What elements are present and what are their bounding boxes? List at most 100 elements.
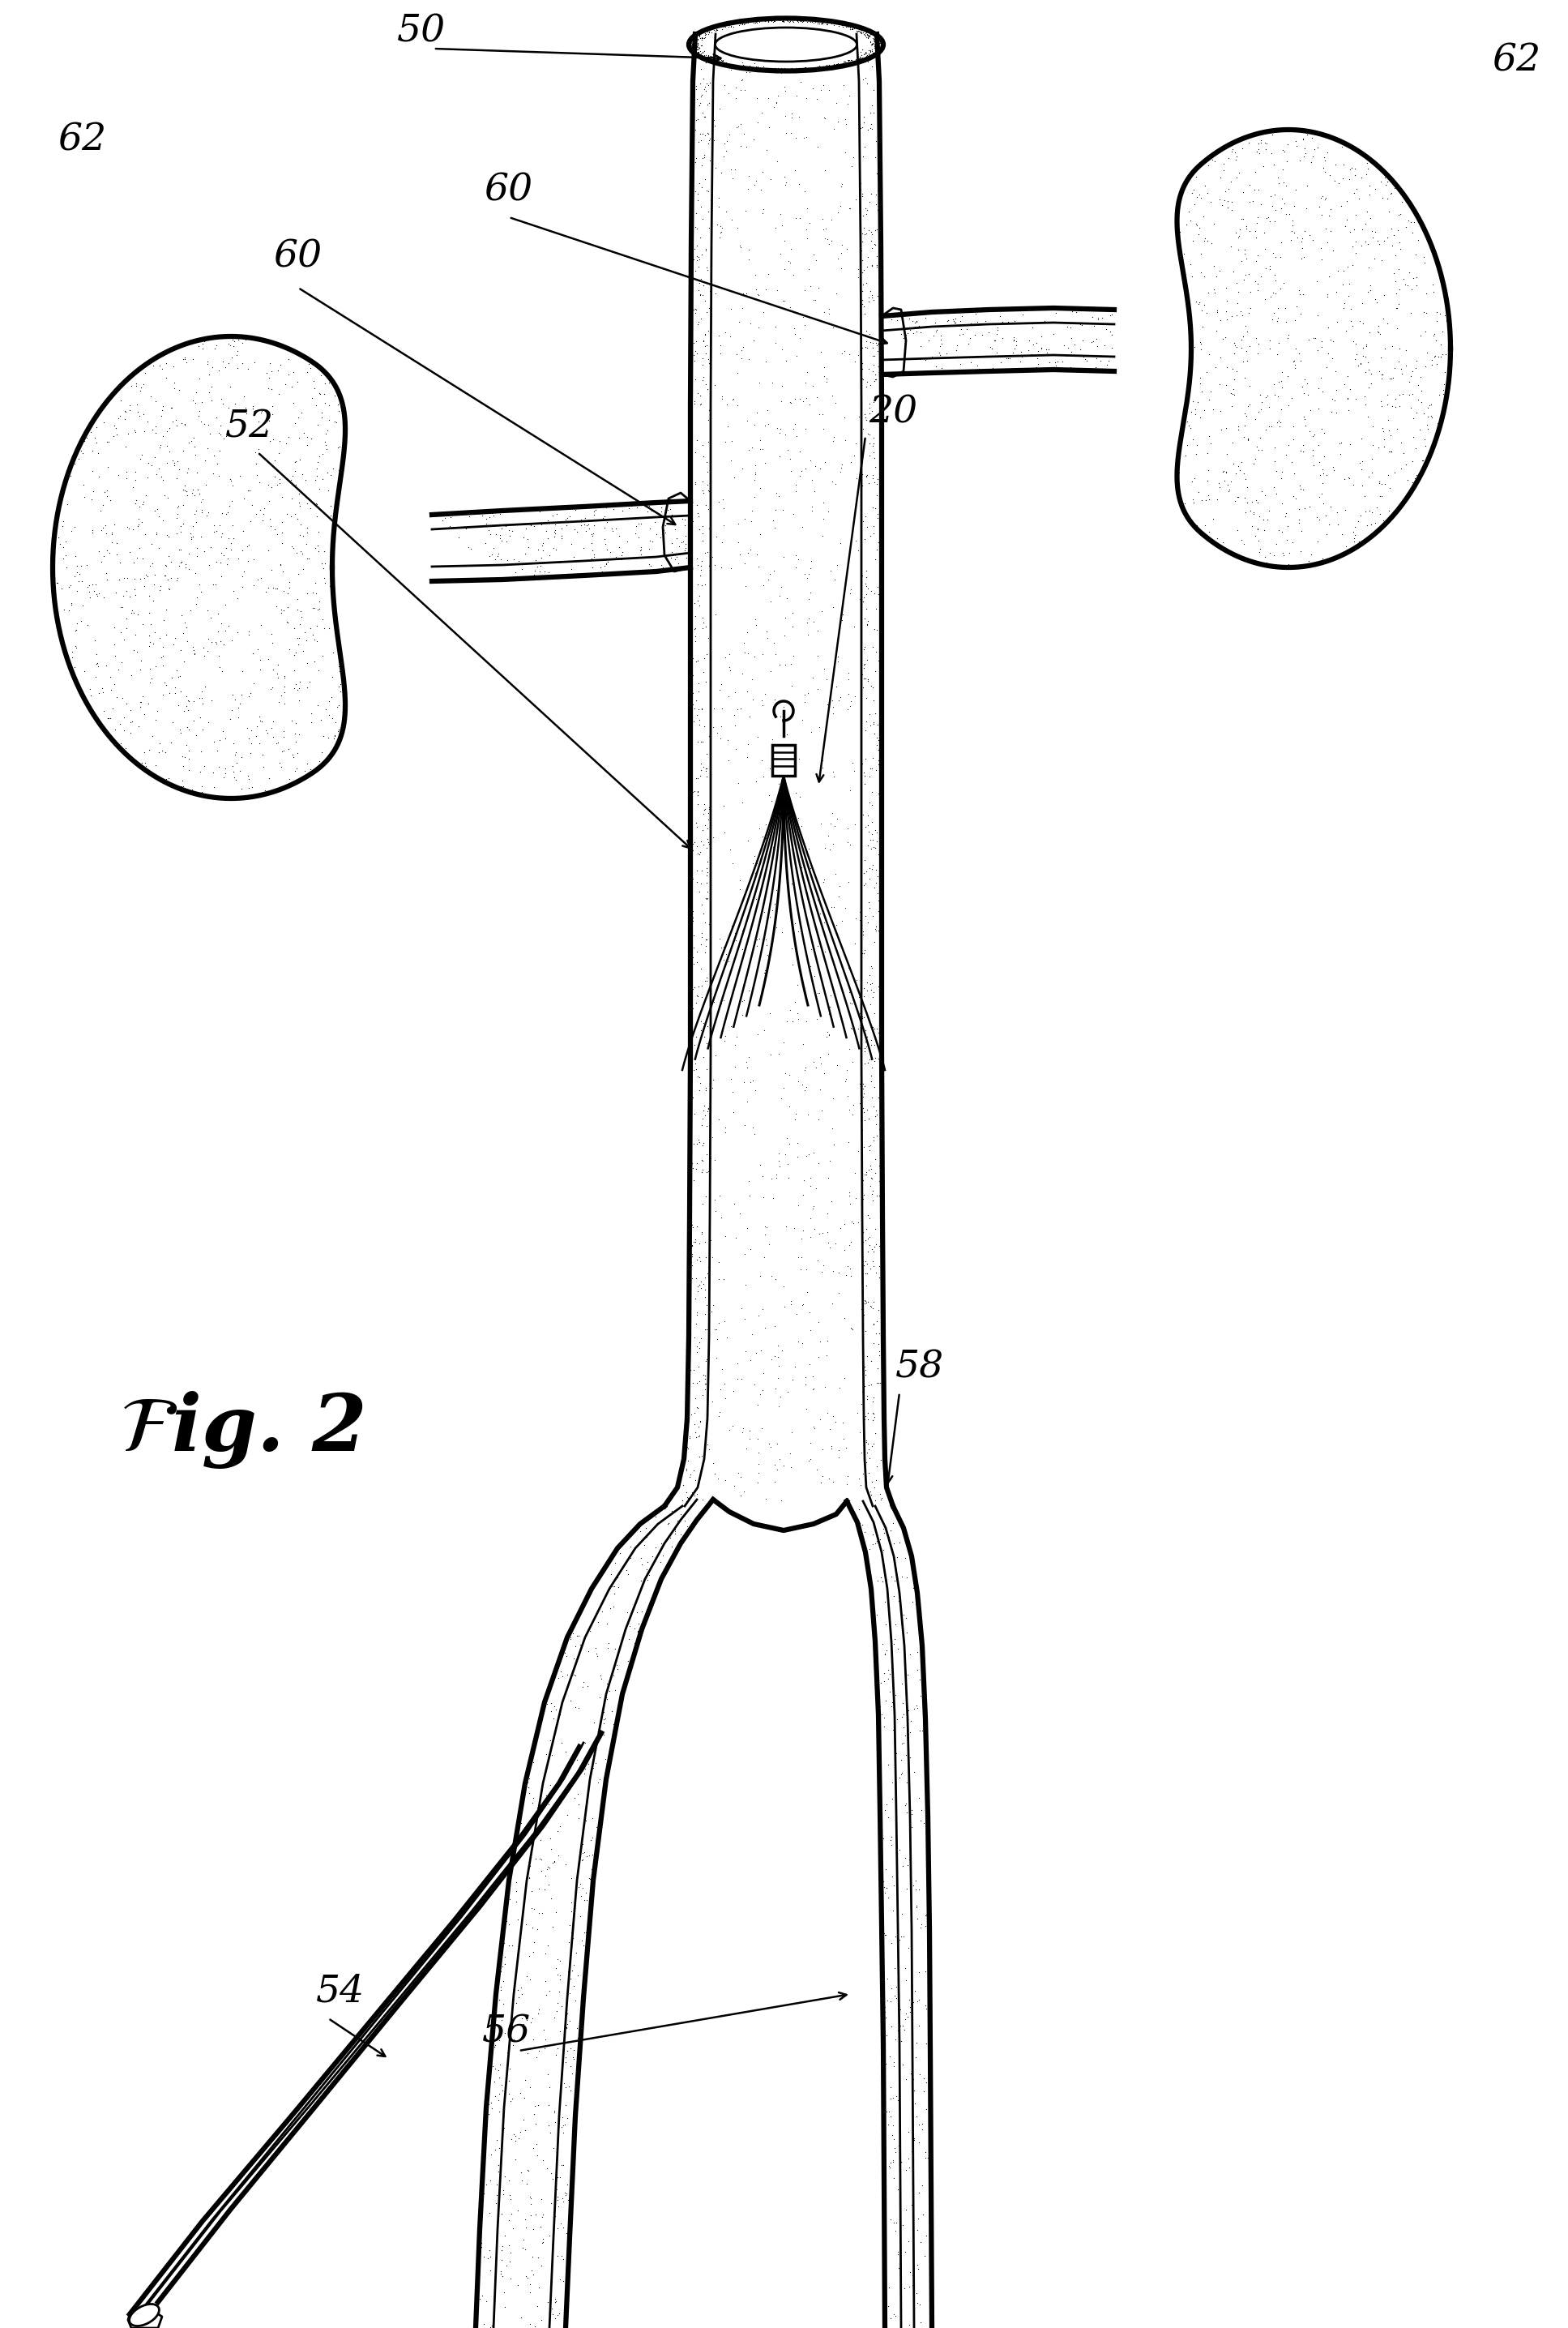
Point: [1314, 275, 1339, 312]
Point: [688, 275, 713, 312]
Point: [1234, 240, 1259, 277]
Point: [94, 647, 119, 684]
Point: [851, 210, 877, 247]
Point: [1247, 123, 1272, 161]
Point: [539, 1830, 564, 1867]
Point: [151, 386, 176, 424]
Point: [306, 591, 331, 629]
Point: [704, 42, 729, 79]
Point: [527, 545, 552, 582]
Point: [742, 44, 767, 81]
Point: [684, 81, 709, 119]
Point: [869, 901, 894, 938]
Point: [544, 1814, 569, 1851]
Point: [688, 84, 713, 121]
Point: [897, 1981, 922, 2018]
Point: [690, 1150, 715, 1187]
Point: [682, 19, 707, 56]
Point: [696, 121, 721, 158]
Point: [1356, 491, 1381, 528]
Point: [568, 1730, 593, 1767]
Point: [543, 512, 568, 549]
Point: [869, 743, 894, 780]
Point: [85, 647, 110, 684]
Point: [1258, 331, 1283, 368]
Point: [259, 670, 284, 708]
Point: [521, 1923, 546, 1960]
Point: [737, 1064, 762, 1101]
Point: [1231, 200, 1256, 237]
Point: [707, 920, 732, 957]
Point: [1309, 324, 1334, 361]
Point: [583, 1634, 608, 1672]
Point: [826, 7, 851, 44]
Point: [218, 524, 243, 561]
Point: [891, 1723, 916, 1760]
Point: [546, 1972, 571, 2009]
Point: [853, 1422, 878, 1460]
Point: [851, 98, 877, 135]
Point: [837, 575, 862, 612]
Point: [702, 149, 728, 186]
Point: [695, 251, 720, 289]
Point: [844, 12, 869, 49]
Point: [1220, 424, 1245, 461]
Point: [903, 2039, 928, 2077]
Point: [704, 207, 729, 244]
Point: [696, 114, 721, 151]
Point: [303, 461, 328, 498]
Point: [881, 2295, 906, 2328]
Point: [889, 2144, 914, 2181]
Point: [679, 1031, 704, 1069]
Point: [1400, 354, 1425, 391]
Point: [737, 47, 762, 84]
Point: [867, 1213, 892, 1250]
Point: [1428, 338, 1454, 375]
Point: [884, 1851, 909, 1888]
Point: [571, 1942, 596, 1979]
Point: [859, 23, 884, 61]
Point: [1080, 324, 1105, 361]
Point: [684, 30, 709, 68]
Point: [797, 0, 822, 37]
Point: [55, 487, 80, 524]
Point: [307, 589, 332, 626]
Point: [71, 421, 96, 459]
Point: [850, 198, 875, 235]
Point: [1305, 498, 1330, 535]
Point: [1389, 184, 1414, 221]
Point: [889, 1741, 914, 1779]
Point: [1424, 303, 1449, 340]
Point: [629, 1539, 654, 1576]
Point: [685, 305, 710, 342]
Point: [1369, 242, 1394, 279]
Point: [1391, 375, 1416, 412]
Point: [728, 861, 753, 899]
Point: [480, 494, 505, 531]
Point: [478, 2251, 503, 2288]
Point: [594, 503, 619, 540]
Point: [100, 689, 125, 726]
Point: [778, 440, 803, 477]
Point: [690, 1141, 715, 1178]
Point: [803, 1050, 828, 1087]
Point: [690, 140, 715, 177]
Point: [798, 442, 823, 480]
Point: [168, 531, 193, 568]
Point: [1342, 517, 1367, 554]
Point: [627, 531, 652, 568]
Point: [1184, 426, 1209, 463]
Point: [837, 1308, 862, 1346]
Point: [1281, 342, 1306, 379]
Point: [325, 463, 350, 501]
Point: [851, 968, 877, 1006]
Point: [224, 580, 249, 617]
Point: [855, 1401, 880, 1439]
Point: [721, 901, 746, 938]
Point: [544, 2158, 569, 2195]
Point: [900, 2060, 925, 2098]
Point: [491, 2172, 516, 2209]
Point: [168, 631, 193, 668]
Point: [682, 610, 707, 647]
Point: [695, 1050, 720, 1087]
